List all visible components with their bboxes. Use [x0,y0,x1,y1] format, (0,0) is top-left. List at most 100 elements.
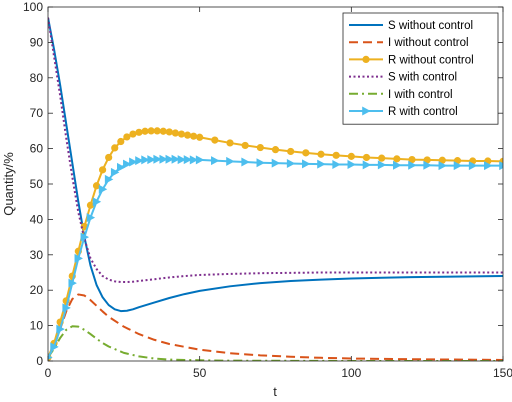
data-point [484,161,493,171]
data-point [129,157,138,167]
legend: S without control I without control R with… [342,12,499,125]
data-point [256,158,265,168]
data-point [86,213,96,223]
data-point [159,154,168,164]
data-point [165,128,173,136]
series-i-with-control [48,325,503,361]
x-tick-label: 50 [193,366,207,380]
data-point [92,197,102,207]
data-point [195,155,205,165]
legend-item: I with control [349,89,453,101]
legend-marker [362,55,370,64]
data-point [190,132,198,140]
legend-item: S without control [349,20,473,32]
data-point [302,149,310,157]
x-tick-label: 0 [45,366,52,380]
data-point [183,131,192,139]
data-point [393,155,401,163]
data-point [226,156,235,166]
data-point [378,154,386,162]
legend-label: S without control [388,20,473,32]
data-point [147,155,156,165]
data-point [129,130,137,138]
x-tick-label: 150 [493,366,512,380]
series-layer [48,17,503,361]
data-point [317,159,326,169]
data-point [141,127,149,135]
y-tick-label: 100 [23,0,43,14]
y-tick-label: 0 [36,354,43,368]
series-line [48,293,503,361]
data-point [256,143,264,152]
data-point [92,182,101,190]
x-axis-label: t [273,384,277,399]
data-point [189,155,199,165]
series-s-without-control [48,17,503,313]
data-point [302,159,311,169]
data-point [141,155,150,165]
legend-item: S with control [349,72,457,84]
legend-marker [362,106,371,116]
data-point [177,155,187,165]
data-point [332,151,340,159]
data-point [287,147,295,156]
data-point [74,253,83,263]
axes-layer: 0 50 100 150 0 10 20 30 40 50 60 70 80 90 100 [23,0,512,380]
data-point [86,201,95,209]
data-point [147,127,155,135]
y-tick-label: 80 [30,71,44,85]
data-point [347,160,356,170]
data-point [362,153,371,162]
data-point [50,342,59,352]
data-point [423,160,432,170]
data-point [99,166,107,174]
y-tick-label: 30 [30,248,44,262]
data-point [317,150,325,158]
data-point [177,130,186,138]
data-point [468,161,478,171]
legend-label: I without control [388,37,469,49]
data-point [241,141,249,150]
data-point [408,160,417,170]
data-point [362,160,372,170]
legend-box [342,12,499,125]
y-tick-label: 50 [30,177,44,191]
data-point [105,153,113,162]
data-point [117,137,125,146]
series-line [48,17,503,313]
data-point [153,127,161,135]
data-point [377,160,387,170]
data-point [271,158,281,168]
data-point [159,127,167,135]
y-tick-label: 70 [30,106,44,120]
data-point [171,129,179,137]
data-point [110,167,120,177]
data-point [62,303,71,313]
data-point [171,154,181,164]
data-point [271,146,280,154]
y-tick-label: 40 [30,212,44,226]
data-point [347,152,355,160]
legend-label: I with control [388,89,453,101]
data-point [438,161,447,171]
legend-label: S with control [388,72,457,84]
data-point [226,139,234,147]
data-point [117,162,126,172]
data-point [211,136,219,144]
data-point [123,133,131,141]
data-point [393,160,402,170]
data-point [211,156,220,166]
series-line [48,325,503,361]
data-point [286,158,296,168]
data-point [153,154,162,164]
data-point [123,159,132,169]
data-point [135,156,144,166]
data-point [196,133,204,141]
data-point [183,155,193,165]
series-i-without-control [48,293,503,361]
data-point [98,184,108,194]
data-point [56,324,65,334]
data-point [68,278,77,288]
data-point [165,154,174,164]
